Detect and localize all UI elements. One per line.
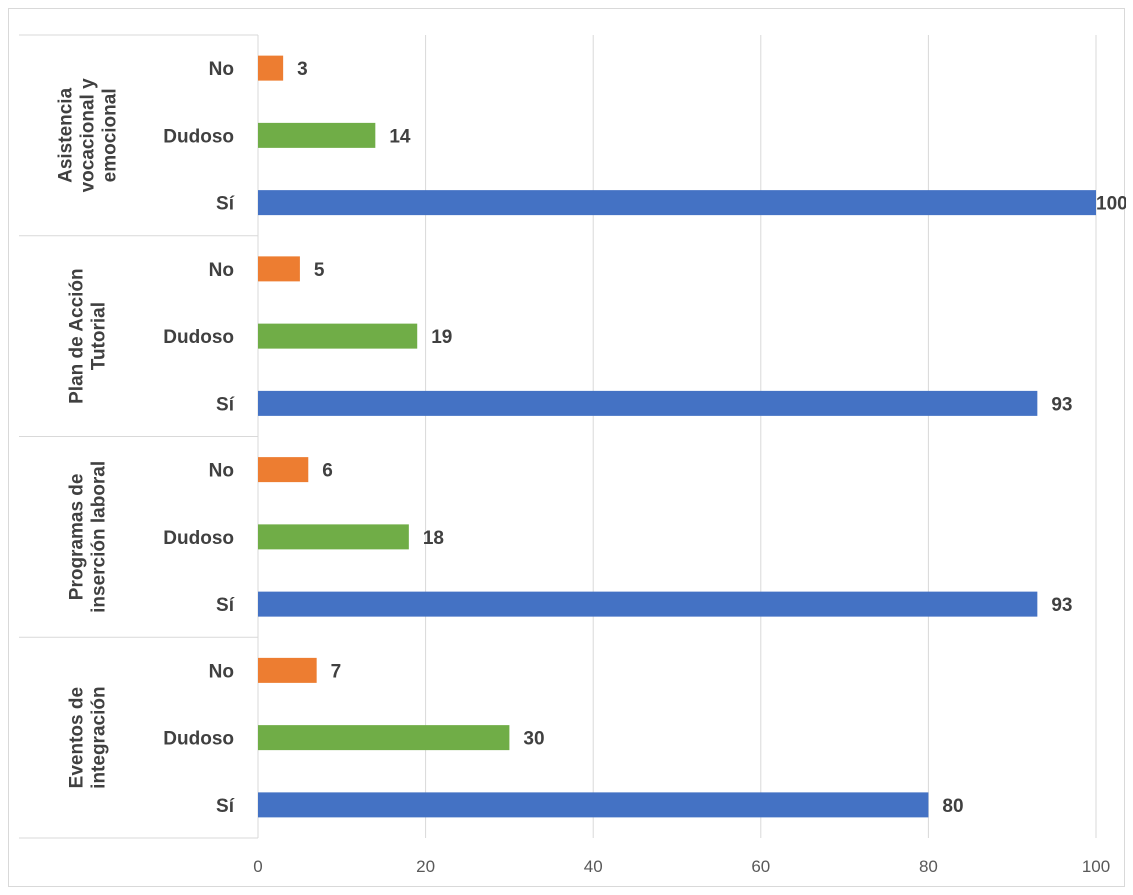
data-label: 14 xyxy=(389,126,411,147)
bar-chart: Asistenciavocacional yemocional No 3 Dudoso… xyxy=(19,34,1126,876)
group-label-line: Tutorial xyxy=(89,302,110,370)
x-tick-label: 20 xyxy=(416,857,435,876)
category-label: Sí xyxy=(216,796,235,817)
bar-dudoso xyxy=(258,725,510,751)
category-label: No xyxy=(209,260,234,281)
group-label-line: emocional xyxy=(100,88,121,182)
bar-no xyxy=(258,457,309,483)
x-tick-label: 0 xyxy=(253,857,262,876)
group-label-line: Asistencia xyxy=(56,87,77,182)
data-label: 5 xyxy=(314,260,325,281)
x-tick-label: 100 xyxy=(1082,857,1110,876)
x-tick-label: 40 xyxy=(584,857,603,876)
category-label: Sí xyxy=(216,394,235,415)
category-label: No xyxy=(209,461,234,482)
category-label: Dudoso xyxy=(163,729,234,750)
group-label: Plan de AcciónTutorial xyxy=(67,268,110,404)
data-label: 19 xyxy=(431,327,452,348)
bar-no xyxy=(258,55,284,81)
group-label-line: Eventos de xyxy=(67,687,88,788)
data-label: 6 xyxy=(322,461,333,482)
bar-dudoso xyxy=(258,323,418,349)
data-label: 3 xyxy=(297,59,308,80)
group-label-line: Programas de xyxy=(67,474,88,601)
bar-sí xyxy=(258,390,1038,416)
bar-sí xyxy=(258,591,1038,617)
group-label-line: inserción laboral xyxy=(89,461,110,613)
category-label: No xyxy=(209,59,234,80)
group-label-line: vocacional y xyxy=(78,78,99,192)
bar-no xyxy=(258,256,300,282)
category-label: Sí xyxy=(216,595,235,616)
bar-dudoso xyxy=(258,122,376,148)
x-tick-label: 80 xyxy=(919,857,938,876)
x-tick-label: 60 xyxy=(751,857,770,876)
category-label: No xyxy=(209,661,234,682)
chart-container: Asistenciavocacional yemocional No 3 Dudoso… xyxy=(8,8,1126,887)
category-label: Sí xyxy=(216,194,235,215)
data-label: 93 xyxy=(1051,595,1072,616)
bar-sí xyxy=(258,792,929,818)
group-label: Programas deinserción laboral xyxy=(67,461,110,613)
bar-dudoso xyxy=(258,524,409,550)
category-label: Dudoso xyxy=(163,126,234,147)
bar-sí xyxy=(258,190,1096,216)
category-label: Dudoso xyxy=(163,528,234,549)
group-label: Eventos deintegración xyxy=(67,686,110,788)
bar-no xyxy=(258,657,317,683)
data-label: 30 xyxy=(523,729,544,750)
data-label: 80 xyxy=(942,796,963,817)
group-label: Asistenciavocacional yemocional xyxy=(56,78,121,192)
group-label-line: Plan de Acción xyxy=(67,268,88,404)
data-label: 100 xyxy=(1096,194,1126,215)
data-label: 7 xyxy=(331,661,342,682)
category-label: Dudoso xyxy=(163,327,234,348)
group-label-line: integración xyxy=(89,686,110,788)
data-label: 93 xyxy=(1051,394,1072,415)
data-label: 18 xyxy=(423,528,444,549)
